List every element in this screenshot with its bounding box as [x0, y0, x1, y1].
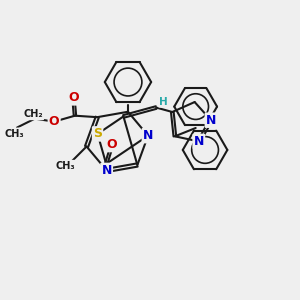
Text: N: N [194, 135, 204, 148]
Text: N: N [143, 129, 153, 142]
Text: S: S [93, 128, 102, 140]
Text: O: O [49, 115, 59, 128]
Text: O: O [107, 138, 117, 151]
Text: O: O [68, 92, 79, 104]
Text: N: N [101, 164, 112, 177]
Text: CH₃: CH₃ [56, 161, 76, 171]
Text: CH₃: CH₃ [4, 128, 24, 139]
Text: N: N [206, 114, 216, 127]
Text: CH₂: CH₂ [23, 109, 43, 119]
Text: H: H [159, 97, 168, 106]
